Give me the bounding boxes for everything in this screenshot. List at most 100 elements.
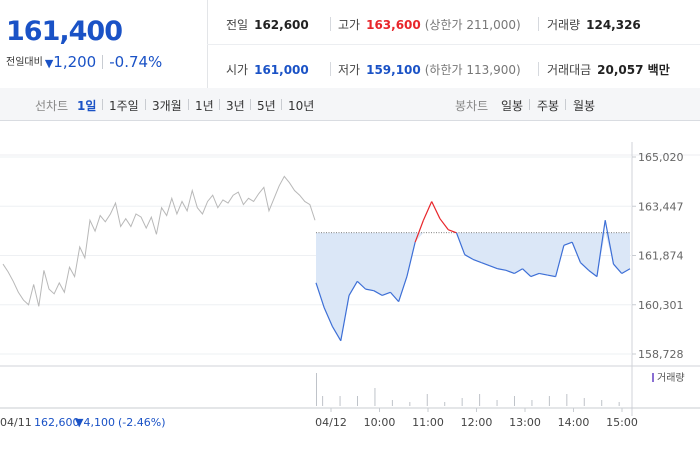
prev-day-line	[2, 175, 316, 307]
today-line-down	[373, 290, 383, 296]
volume-legend-swatch	[652, 373, 654, 382]
period-1w[interactable]: 1주일	[109, 99, 139, 113]
today-line-down	[455, 232, 466, 255]
volume-bar	[496, 400, 498, 406]
change-percent: -0.74%	[109, 53, 163, 71]
prev-day-date: 04/11	[0, 416, 32, 429]
today-line-up	[431, 201, 441, 219]
stat-high: 고가 163,600 (상한가 211,000)	[338, 16, 521, 33]
stat-value: 162,600	[254, 18, 309, 32]
today-line-down	[315, 282, 325, 309]
candle-daily[interactable]: 일봉	[501, 99, 524, 113]
volume-bar	[339, 396, 341, 406]
today-line-up	[439, 218, 449, 230]
stat-volume: 거래량 124,326	[547, 16, 641, 33]
volume-bar	[391, 400, 393, 406]
today-line-down	[398, 276, 408, 302]
divider	[145, 99, 146, 110]
today-line-down	[514, 268, 523, 274]
stat-label: 시가	[226, 63, 249, 77]
today-line-down	[323, 307, 334, 327]
change-row: 전일대비 ▼1,200 -0.74%	[6, 53, 162, 71]
candle-monthly[interactable]: 월봉	[573, 99, 596, 113]
volume-bar	[461, 398, 463, 406]
today-line-down	[389, 291, 400, 303]
stat-value: 124,326	[586, 18, 641, 32]
stat-label: 전일	[226, 18, 249, 32]
divider	[538, 62, 539, 76]
y-tick-label: 161,874	[638, 250, 684, 263]
divider	[529, 99, 530, 110]
volume-bar	[566, 394, 568, 406]
y-tick-label: 160,301	[638, 299, 684, 312]
stat-value: 163,600	[366, 18, 421, 32]
upper-limit: (상한가 211,000)	[424, 18, 521, 32]
today-line-down	[381, 291, 391, 296]
x-tick-label: 12:00	[461, 416, 493, 429]
today-line-down	[365, 288, 374, 292]
divider	[538, 17, 539, 31]
divider	[565, 99, 566, 110]
today-line-down	[580, 262, 590, 271]
today-line-down	[406, 242, 416, 277]
period-1y[interactable]: 1년	[195, 99, 214, 113]
today-line-down	[613, 263, 623, 274]
today-line-down	[340, 295, 350, 341]
x-tick-label: 04/12	[315, 416, 347, 429]
volume-bar	[409, 402, 411, 406]
stat-low: 저가 159,100 (하한가 113,900)	[338, 61, 521, 78]
today-line-down	[547, 274, 556, 278]
today-line-down	[356, 280, 366, 290]
x-tick-label: 14:00	[558, 416, 590, 429]
today-line-down	[497, 268, 507, 271]
current-price: 161,400	[6, 16, 123, 47]
today-line-down	[621, 268, 631, 274]
today-line-down	[555, 245, 565, 277]
price-box: 161,400 전일대비 ▼1,200 -0.74%	[0, 0, 208, 88]
down-triangle-icon: ▼	[44, 57, 54, 70]
volume-bar	[444, 402, 446, 406]
today-line-down	[348, 280, 358, 296]
x-tick-label: 10:00	[364, 416, 396, 429]
period-3y[interactable]: 3년	[226, 99, 245, 113]
period-5y[interactable]: 5년	[257, 99, 276, 113]
stat-prev-close: 전일 162,600	[226, 16, 309, 33]
divider	[102, 55, 104, 69]
volume-bar	[479, 394, 481, 406]
today-line-down	[472, 258, 482, 264]
today-line-down	[596, 220, 606, 277]
today-line-up	[414, 220, 424, 243]
stat-value: 161,000	[254, 63, 309, 77]
divider	[281, 99, 282, 110]
volume-bar	[531, 400, 533, 406]
prev-day-change: ▼4,100	[75, 416, 115, 429]
today-area-below	[316, 232, 630, 341]
divider	[188, 99, 189, 110]
volume-bar	[356, 396, 358, 406]
today-line-down	[505, 269, 515, 275]
volume-bar	[618, 402, 620, 406]
stats-grid: 전일 162,600 고가 163,600 (상한가 211,000) 거래량 124,…	[207, 0, 700, 88]
chart-toolbar: 선차트 1일 1주일 3개월 1년 3년 5년 10년 봉차트 일봉 주봉 월봉	[0, 88, 700, 121]
change-label: 전일대비	[6, 57, 43, 68]
stat-value: 159,100	[366, 63, 421, 77]
stat-label: 고가	[338, 18, 361, 32]
x-tick-label: 15:00	[606, 416, 638, 429]
period-10y[interactable]: 10년	[288, 99, 315, 113]
volume-bar	[426, 394, 428, 406]
candle-weekly[interactable]: 주봉	[537, 99, 560, 113]
volume-bar	[583, 398, 585, 406]
stat-open: 시가 161,000	[226, 61, 309, 78]
quote-summary: 161,400 전일대비 ▼1,200 -0.74% 전일 162,600 고가 163…	[0, 0, 700, 89]
y-tick-label: 163,447	[638, 200, 684, 213]
stat-label: 거래대금	[547, 63, 592, 77]
y-tick-label: 165,020	[638, 151, 684, 164]
volume-bar	[374, 388, 376, 406]
x-tick-label: 13:00	[509, 416, 541, 429]
change-value: 1,200	[53, 53, 97, 71]
period-1d[interactable]: 1일	[77, 99, 97, 113]
period-3m[interactable]: 3개월	[152, 99, 182, 113]
x-tick-label: 11:00	[412, 416, 444, 429]
